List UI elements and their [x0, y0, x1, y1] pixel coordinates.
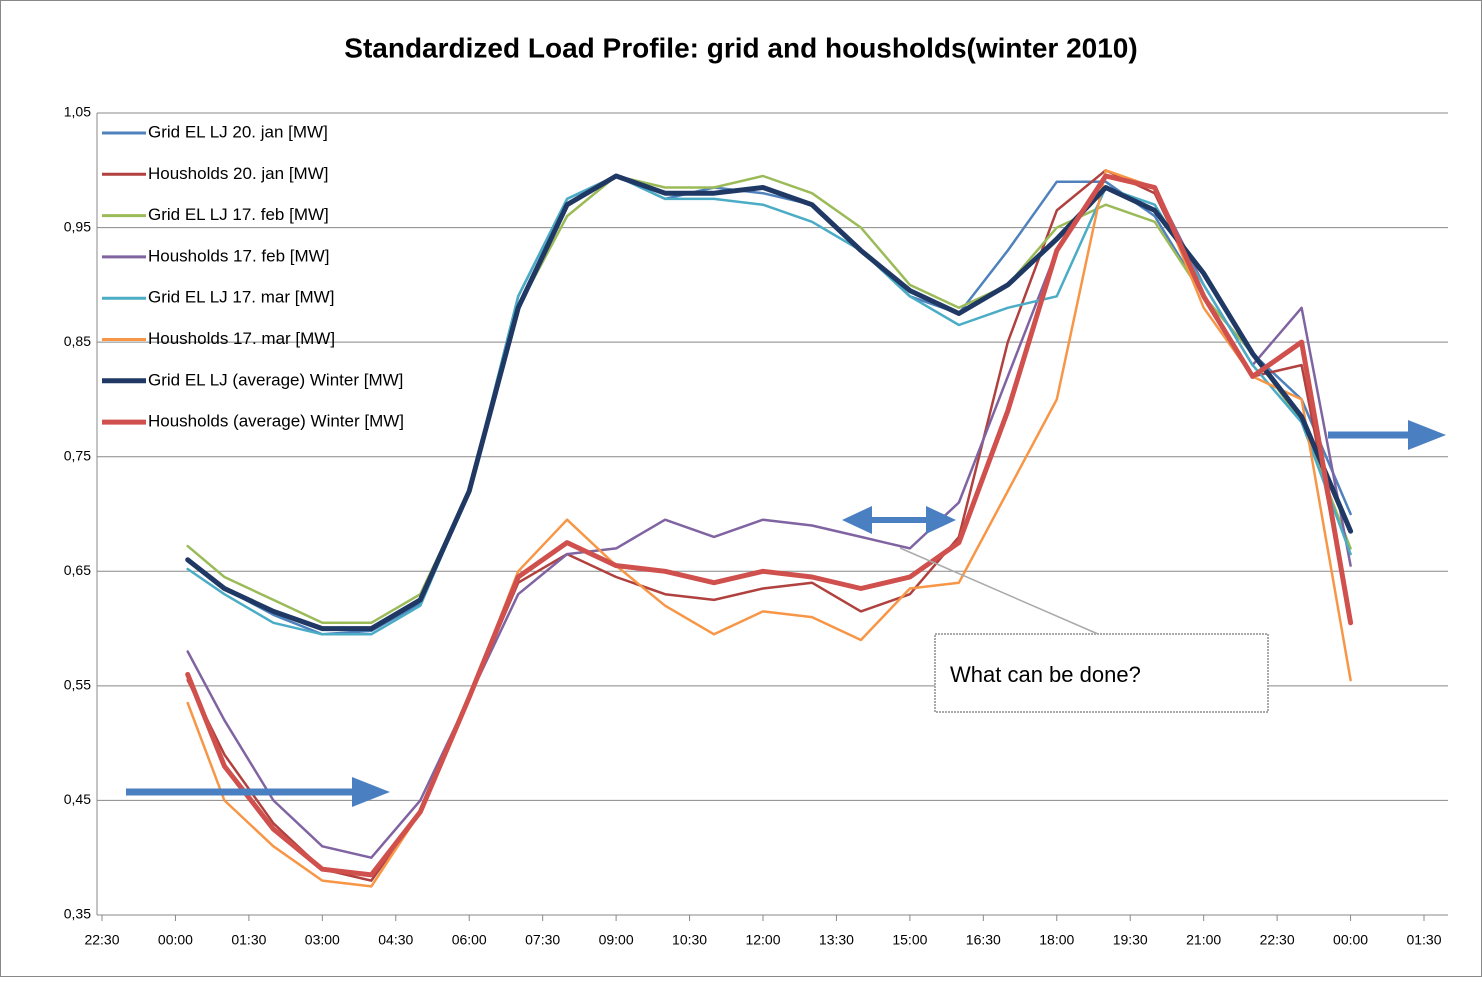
annotation: What can be done?: [950, 662, 1141, 687]
y-tick-label: 0,35: [64, 906, 91, 922]
x-tick-label: 01:30: [1406, 932, 1441, 948]
legend-label: Housholds 20. jan [MW]: [148, 164, 328, 183]
series-line: [186, 174, 1352, 625]
arrow-head: [842, 506, 872, 534]
x-tick-label: 13:30: [819, 932, 854, 948]
legend-label: Housholds 17. mar [MW]: [148, 329, 335, 348]
grid: 0,35 0,45 0,55 0,65 0,75 0,85 0,95 1,05 22:30 00:…: [64, 104, 1448, 948]
y-tick-label: 0,95: [64, 218, 91, 234]
x-tick-label: 21:00: [1186, 932, 1221, 948]
y-tick-label: 0,65: [64, 562, 91, 578]
chart-title: Standardized Load Profile: grid and hous…: [344, 32, 1137, 63]
arrow-head: [352, 777, 390, 807]
x-tick-label: 07:30: [525, 932, 560, 948]
x-tick-label: 16:30: [966, 932, 1001, 948]
callout-box: [934, 633, 1269, 713]
x-tick-label: 00:00: [1333, 932, 1368, 948]
lines: [185, 169, 1354, 888]
legend-label: Grid EL LJ 17. feb [MW]: [148, 205, 329, 224]
x-tick-label: 15:00: [892, 932, 927, 948]
y-tick-label: 0,45: [64, 791, 91, 807]
legend-label: Housholds (average) Winter [MW]: [148, 412, 404, 431]
y-tick-label: 0,75: [64, 447, 91, 463]
y-tick-label: 1,05: [64, 104, 91, 120]
y-tick-label: 0,85: [64, 333, 91, 349]
legend-label: Grid EL LJ 17. mar [MW]: [148, 288, 334, 307]
arrow-head: [926, 506, 956, 534]
series-line: [185, 173, 1354, 878]
series-line: [186, 174, 1352, 636]
series-line: [185, 173, 1354, 632]
x-tick-label: 19:30: [1113, 932, 1148, 948]
y-tick-label: 0,55: [64, 677, 91, 693]
x-tick-label: 18:00: [1039, 932, 1074, 948]
x-tick-label: 10:30: [672, 932, 707, 948]
legend: Grid EL LJ 20. jan [MW] Housholds 20. jan…: [102, 122, 404, 431]
legend-label: Grid EL LJ 20. jan [MW]: [148, 122, 328, 141]
x-tick-label: 22:30: [1260, 932, 1295, 948]
arrow-head: [1408, 420, 1446, 450]
x-tick-label: 04:30: [378, 932, 413, 948]
arrows: [126, 420, 1446, 807]
x-tick-label: 12:00: [745, 932, 780, 948]
x-tick-label: 22:30: [84, 932, 119, 948]
legend-label: Grid EL LJ (average) Winter [MW]: [148, 370, 403, 389]
x-tick-label: 03:00: [305, 932, 340, 948]
legend-label: Housholds 17. feb [MW]: [148, 246, 329, 265]
x-tick-label: 09:00: [599, 932, 634, 948]
x-tick-label: 06:00: [452, 932, 487, 948]
callout-line: [899, 547, 1099, 635]
x-tick-label: 00:00: [158, 932, 193, 948]
x-tick-label: 01:30: [231, 932, 266, 948]
